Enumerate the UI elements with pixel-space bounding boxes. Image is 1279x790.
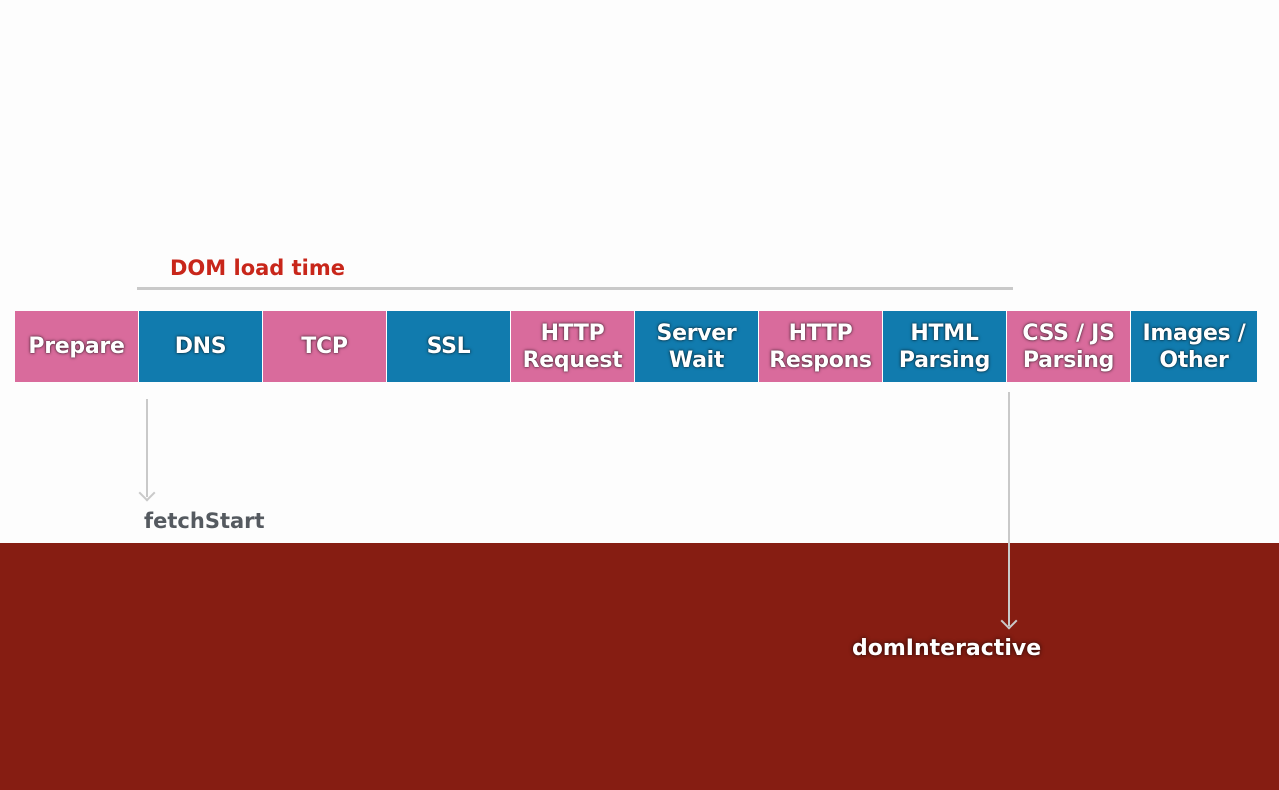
phase-html-parsing: HTML Parsing	[883, 311, 1007, 382]
dom-interactive-arrow-line	[1008, 392, 1010, 626]
phase-label-line1: Server	[656, 320, 737, 346]
phase-label-line2: Request	[522, 347, 623, 373]
phase-http-response: HTTP Respons	[759, 311, 883, 382]
dom-interactive-label: domInteractive	[852, 636, 1042, 661]
phase-label-line1: Images /	[1142, 320, 1246, 346]
phase-label-line2: Wait	[668, 347, 725, 373]
fetch-start-arrow-head	[138, 484, 156, 502]
phase-dns: DNS	[139, 311, 263, 382]
phase-label: SSL	[426, 334, 471, 359]
phase-prepare: Prepare	[15, 311, 139, 382]
phase-label-line1: HTTP	[540, 320, 605, 346]
dom-load-time-title: DOM load time	[170, 256, 345, 280]
phase-label-line1: HTTP	[788, 320, 853, 346]
phase-label: TCP	[301, 334, 348, 359]
bottom-band	[0, 543, 1279, 790]
fetch-start-arrow-line	[146, 399, 148, 497]
phase-label-line1: CSS / JS	[1022, 320, 1115, 346]
phase-label-line2: Other	[1159, 347, 1229, 373]
phase-label: DNS	[174, 334, 227, 359]
phase-http-request: HTTP Request	[511, 311, 635, 382]
fetch-start-label: fetchStart	[144, 509, 265, 533]
phase-tcp: TCP	[263, 311, 387, 382]
phase-server-wait: Server Wait	[635, 311, 759, 382]
phase-css-js-parsing: CSS / JS Parsing	[1007, 311, 1131, 382]
phase-label: Prepare	[28, 334, 125, 359]
phase-label-line1: HTML	[910, 320, 979, 346]
phase-label-line2: Parsing	[898, 347, 991, 373]
phase-label-line2: Parsing	[1022, 347, 1115, 373]
phase-label-line2: Respons	[769, 347, 872, 373]
dom-load-time-span-line	[137, 287, 1013, 290]
phase-images-other: Images / Other	[1131, 311, 1257, 382]
phase-bar: Prepare DNS TCP SSL HTTP Request Server …	[15, 311, 1257, 382]
phase-ssl: SSL	[387, 311, 511, 382]
